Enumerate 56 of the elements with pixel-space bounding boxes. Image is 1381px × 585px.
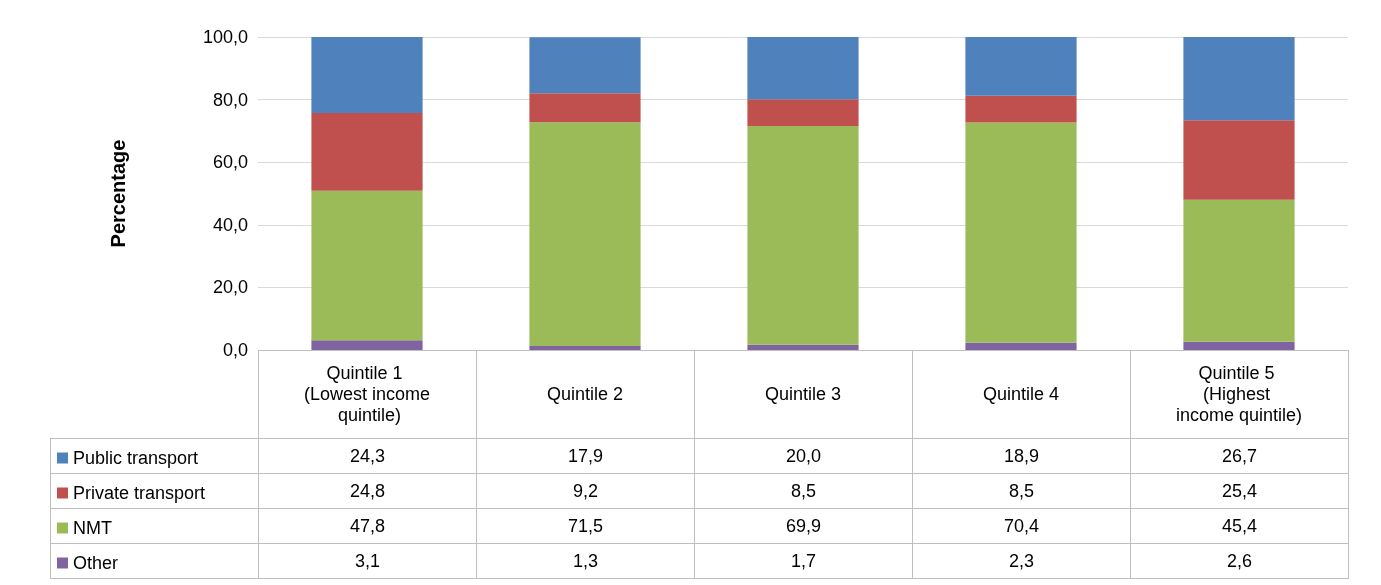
bar [1183,341,1295,350]
data-label: 18,9 [912,438,1131,474]
y-tick-label: 40,0 [212,214,248,235]
x-tick-label: Quintile 1 (Lowest income quintile) [303,363,431,425]
y-tick-label: 20,0 [212,277,248,298]
legend-label: Other [73,553,119,573]
bar [747,344,859,350]
y-tick-label: 80,0 [212,89,248,110]
data-label: 25,4 [1130,473,1349,509]
data-label: 47,8 [258,508,477,544]
data-label: 2,3 [912,543,1131,579]
data-label: 26,7 [1130,438,1349,474]
y-tick-label: 0,0 [222,340,248,360]
data-label: 3,1 [258,543,477,579]
data-label: 1,7 [694,543,913,579]
bar [311,190,423,341]
bar [965,95,1077,123]
x-tick-label: Quintile 3 [764,384,842,404]
bar [529,122,641,346]
data-label: 9,2 [476,473,695,509]
bar [311,37,423,114]
data-label: 45,4 [1130,508,1349,544]
y-tick-label: 60,0 [212,152,248,173]
data-label: 24,8 [258,473,477,509]
y-tick-label: 100,0 [202,27,248,47]
data-label: 8,5 [694,473,913,509]
data-label: 2,6 [1130,543,1349,579]
y-axis-title: Percentage [107,139,129,248]
data-label: 70,4 [912,508,1131,544]
x-tick-label: Quintile 4 [982,384,1060,404]
bar [965,37,1077,96]
x-tick-label: Quintile 5 (Highest income quintile) [1175,363,1303,425]
legend-label: Private transport [73,483,206,503]
data-label: 17,9 [476,438,695,474]
bar [529,93,641,123]
bar [311,113,423,191]
bar [529,345,641,350]
bar [747,37,859,100]
data-label: 8,5 [912,473,1131,509]
legend-label: NMT [73,518,112,538]
legend-label: Public transport [73,448,199,468]
bar [965,122,1077,343]
data-label: 71,5 [476,508,695,544]
data-label: 20,0 [694,438,913,474]
bar [747,99,859,126]
bar [1183,37,1295,121]
x-tick-label: Quintile 2 [546,384,624,404]
data-label: 24,3 [258,438,477,474]
bar [1183,199,1295,342]
bar [529,37,641,94]
data-label: 1,3 [476,543,695,579]
bar [747,125,859,345]
bar [965,342,1077,350]
bar [311,340,423,350]
data-label: 69,9 [694,508,913,544]
bar [1183,120,1295,200]
